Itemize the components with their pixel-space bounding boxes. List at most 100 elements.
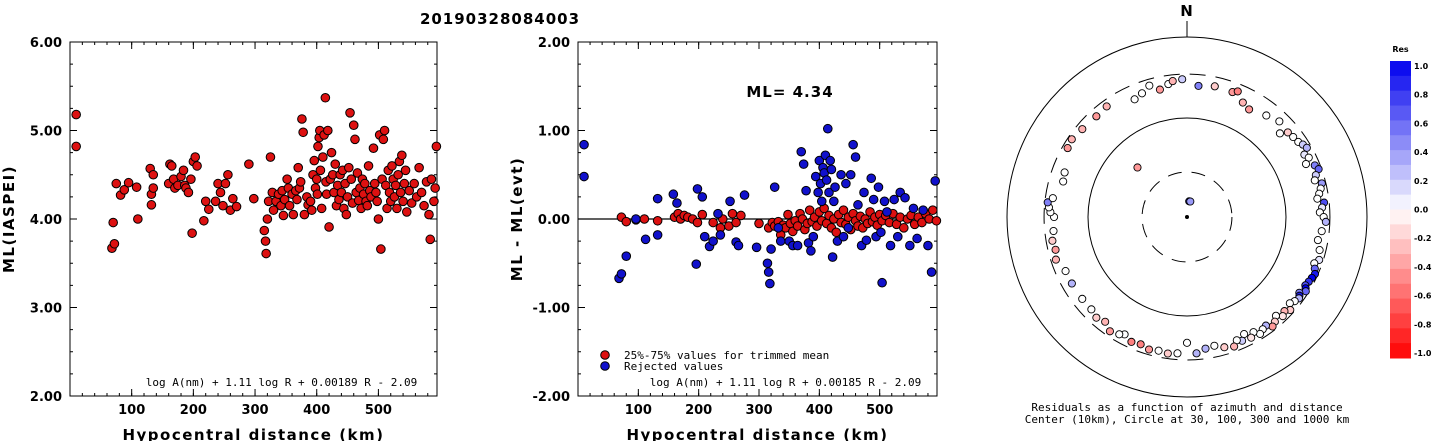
data-point [324, 222, 334, 232]
residual-point [1115, 330, 1124, 339]
colorbar-tick-label: -0.8 [1414, 320, 1432, 329]
residual-point [1313, 194, 1322, 203]
rejected-point [838, 231, 849, 242]
residual-point [1133, 163, 1142, 172]
residual-point [1233, 87, 1242, 96]
residual-point [1310, 176, 1319, 185]
data-point [293, 162, 304, 173]
residual-point [1092, 112, 1101, 121]
residual-point [1238, 98, 1247, 107]
rejected-point [579, 139, 589, 150]
data-point [309, 155, 320, 166]
data-point [71, 141, 81, 152]
residual-point [1245, 105, 1254, 114]
residual-point [1078, 125, 1087, 134]
colorbar-tick-label: -0.6 [1414, 292, 1432, 301]
rejected-point [853, 200, 863, 210]
rejected-point [691, 259, 702, 269]
rejected-point [801, 185, 811, 196]
residual-point [1101, 317, 1110, 326]
accepted-point [692, 217, 703, 228]
rejected-point [579, 171, 589, 182]
rejected-point [652, 193, 663, 204]
residual-point [1043, 198, 1052, 207]
residual-point [1275, 129, 1284, 138]
colorbar-tick-label: -0.4 [1414, 263, 1432, 272]
residual-point [1317, 227, 1326, 236]
residual-point [1087, 305, 1096, 314]
residual-point [1182, 338, 1192, 347]
residual-point [1049, 226, 1058, 236]
residual-point [1178, 75, 1187, 84]
rejected-point [715, 230, 726, 240]
colorbar-cell [1390, 298, 1411, 314]
x-tick-label: 500 [866, 403, 893, 418]
rejected-point [930, 176, 940, 186]
accepted-point [754, 218, 764, 229]
rejected-point [859, 187, 869, 198]
rejected-point [816, 196, 827, 207]
colorbar-cell [1390, 239, 1411, 255]
x-tick-label: 200 [685, 403, 712, 418]
data-point [265, 152, 276, 162]
data-point [148, 183, 159, 193]
residual-point [1105, 327, 1114, 336]
data-point [298, 127, 308, 138]
residual-point [1278, 312, 1287, 321]
accepted-point [783, 209, 793, 220]
data-point [311, 174, 322, 184]
data-point [429, 196, 439, 207]
data-point [414, 162, 424, 173]
data-point [431, 141, 442, 152]
data-point [262, 214, 273, 224]
colorbar-title: Res [1392, 45, 1409, 54]
residual-point [1092, 313, 1101, 322]
data-point [231, 201, 242, 212]
polar-chart: N Residuals as a function of azimuth and … [1006, 2, 1368, 426]
rejected-point [763, 267, 774, 277]
data-point [315, 165, 326, 176]
colorbar-cell [1390, 75, 1411, 92]
rejected-point [762, 258, 773, 269]
rejected-point [879, 196, 890, 207]
x-axis-label: Hypocentral distance (km) [626, 426, 888, 441]
data-point [419, 200, 429, 211]
rejected-point [808, 231, 819, 242]
colorbar-cell [1390, 194, 1411, 210]
data-point [292, 194, 302, 205]
rejected-point [830, 182, 840, 192]
data-point [148, 169, 159, 180]
accepted-point [621, 216, 632, 227]
colorbar-tick-label: 0.0 [1414, 206, 1429, 215]
rejected-point [697, 192, 708, 202]
residual-point [1289, 132, 1298, 142]
data-point [341, 209, 352, 220]
colorbar-cell [1390, 120, 1411, 136]
colorbar-tick-label: 1.0 [1414, 62, 1429, 71]
residual-point [1155, 85, 1164, 94]
residual-point [1262, 111, 1271, 120]
data-point [398, 196, 408, 207]
rejected-point [725, 196, 735, 207]
data-point [282, 174, 292, 184]
residual-point [1240, 330, 1249, 339]
rejected-point [873, 182, 884, 192]
data-point [395, 187, 406, 198]
data-point [192, 161, 202, 171]
rejected-point [708, 236, 718, 246]
data-point [279, 194, 290, 205]
data-point [416, 187, 427, 198]
data-point [306, 205, 317, 215]
data-point [316, 203, 327, 214]
colorbar-cell [1390, 283, 1411, 300]
residual-point [1313, 236, 1322, 245]
accepted-point [838, 205, 849, 215]
accepted-point [697, 209, 708, 220]
data-point [249, 193, 259, 204]
data-point [111, 178, 122, 189]
rejected-point [824, 187, 834, 198]
rejected-point [775, 236, 786, 246]
data-point [186, 174, 196, 184]
residual-point [1067, 279, 1076, 288]
residual-point [1060, 168, 1069, 177]
